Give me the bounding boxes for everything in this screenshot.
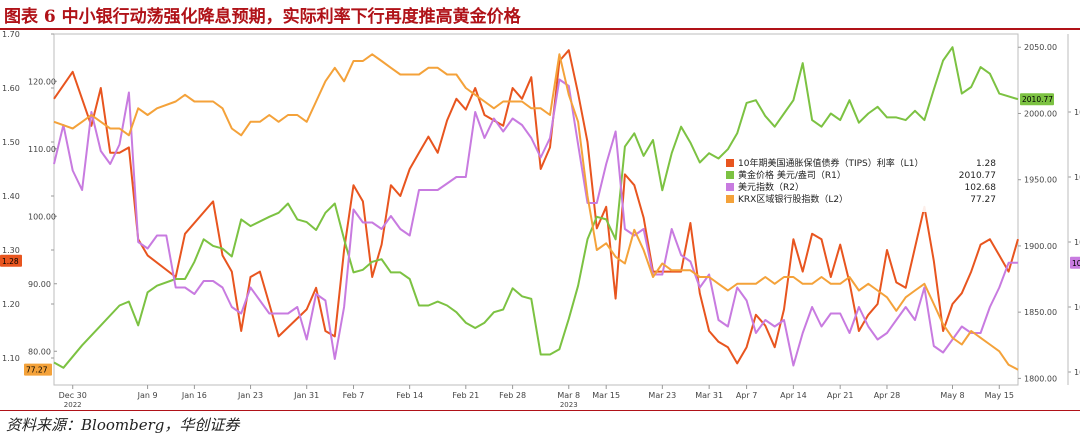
series-line-3 — [53, 78, 1018, 367]
flag-l1-box — [0, 254, 22, 267]
figure-header: 图表 6 中小银行动荡强化降息预期，实际利率下行再度推高黄金价格 — [0, 0, 1080, 30]
x-tick-label: Feb 28 — [499, 391, 526, 400]
figure-title: 图表 6 中小银行动荡强化降息预期，实际利率下行再度推高黄金价格 — [4, 7, 521, 27]
legend-swatch-2 — [726, 171, 734, 179]
title-divider — [0, 28, 1080, 30]
x-tick-label: May 15 — [985, 391, 1014, 400]
x-tick-label: May 8 — [940, 391, 964, 400]
r2-tick-label: 104.0 — [1074, 173, 1080, 182]
series-line-4 — [53, 53, 1019, 371]
r2-tick-label: 105.0 — [1074, 108, 1080, 117]
x-tick-label: Mar 31 — [695, 391, 723, 400]
legend-swatch-1 — [726, 159, 734, 167]
legend-swatch-4 — [726, 195, 734, 203]
flag-r2-label: 102.68 — [1072, 259, 1080, 268]
l1-tick-label: 1.10 — [2, 354, 20, 363]
legend-value-3: 102.68 — [965, 183, 997, 193]
r2-tick-label: 102.0 — [1074, 303, 1080, 312]
l1-tick-label: 1.60 — [2, 84, 20, 93]
x-tick-label: Feb 21 — [452, 391, 479, 400]
r2-tick-label: 103.0 — [1074, 238, 1080, 247]
r1-tick-label: 1800.00 — [1024, 374, 1057, 383]
l2-tick-label: 120.00 — [28, 77, 56, 86]
legend-label-3: 美元指数（R2） — [738, 181, 804, 193]
flag-l2-box — [24, 363, 52, 376]
flag-r1-box — [1020, 93, 1054, 106]
x-tick-label: Jan 9 — [137, 391, 158, 400]
legend-value-1: 1.28 — [976, 159, 996, 169]
multi-axis-line-chart: 1.10 1.20 1.30 1.40 1.50 1.60 1.70 80.00 90.00 10… — [0, 30, 1080, 408]
legend-box — [722, 158, 1004, 212]
legend-value-2: 2010.77 — [959, 171, 996, 181]
legend-swatch-3 — [726, 183, 734, 191]
l1-tick-label: 1.50 — [2, 138, 20, 147]
l2-tick-label: 100.00 — [28, 212, 56, 221]
series-line-2 — [53, 46, 1019, 369]
x-tick-year-label: 2022 — [64, 401, 82, 408]
r1-tick-label: 2000.00 — [1024, 109, 1057, 118]
chart-container: 1.10 1.20 1.30 1.40 1.50 1.60 1.70 80.00 90.00 10… — [0, 30, 1080, 408]
plot-frame — [53, 33, 1019, 386]
x-tick-label: Jan 16 — [181, 391, 207, 400]
x-tick-label: Feb 14 — [396, 391, 423, 400]
r2-tick-label: 101.0 — [1074, 368, 1080, 377]
flag-l2-label: 77.27 — [26, 366, 48, 375]
l1-tick-label: 1.30 — [2, 246, 20, 255]
x-tick-label: Jan 23 — [237, 391, 263, 400]
r1-tick-label: 1850.00 — [1024, 308, 1057, 317]
x-tick-label: Mar 15 — [592, 391, 620, 400]
l2-tick-label: 90.00 — [28, 280, 51, 289]
x-tick-label: Jan 31 — [293, 391, 319, 400]
x-tick-label: Mar 23 — [648, 391, 676, 400]
l1-tick-label: 1.20 — [2, 300, 20, 309]
x-tick-label: Apr 21 — [827, 391, 854, 400]
r1-tick-label: 2050.00 — [1024, 43, 1057, 52]
flag-l1-label: 1.28 — [2, 257, 19, 266]
legend-label-1: 10年期美国通胀保值债券（TIPS）利率（L1） — [738, 157, 924, 169]
r1-tick-label: 1900.00 — [1024, 242, 1057, 251]
l2-tick-label: 80.00 — [28, 347, 51, 356]
legend-label-2: 黄金价格 美元/盎司（R1） — [738, 169, 846, 181]
source-divider — [0, 410, 1080, 411]
x-tick-label: Apr 7 — [736, 391, 757, 400]
source-note: 资料来源：Bloomberg，华创证券 — [6, 416, 240, 434]
flag-r1-label: 2010.77 — [1022, 95, 1053, 104]
flag-r2-box — [1070, 256, 1080, 269]
x-tick-label: Feb 7 — [343, 391, 365, 400]
l1-tick-label: 1.70 — [2, 30, 20, 39]
x-tick-label: Apr 28 — [874, 391, 901, 400]
x-tick-label: Mar 8 — [557, 391, 580, 400]
l2-tick-label: 110.00 — [28, 145, 56, 154]
x-tick-label: Apr 14 — [780, 391, 807, 400]
x-tick-label: Dec 30 — [59, 391, 87, 400]
x-tick-year-label: 2023 — [560, 401, 578, 408]
l1-tick-label: 1.40 — [2, 192, 20, 201]
legend-value-4: 77.27 — [970, 195, 996, 205]
r1-tick-label: 1950.00 — [1024, 176, 1057, 185]
legend-label-4: KRX区域银行股指数（L2） — [738, 193, 848, 205]
